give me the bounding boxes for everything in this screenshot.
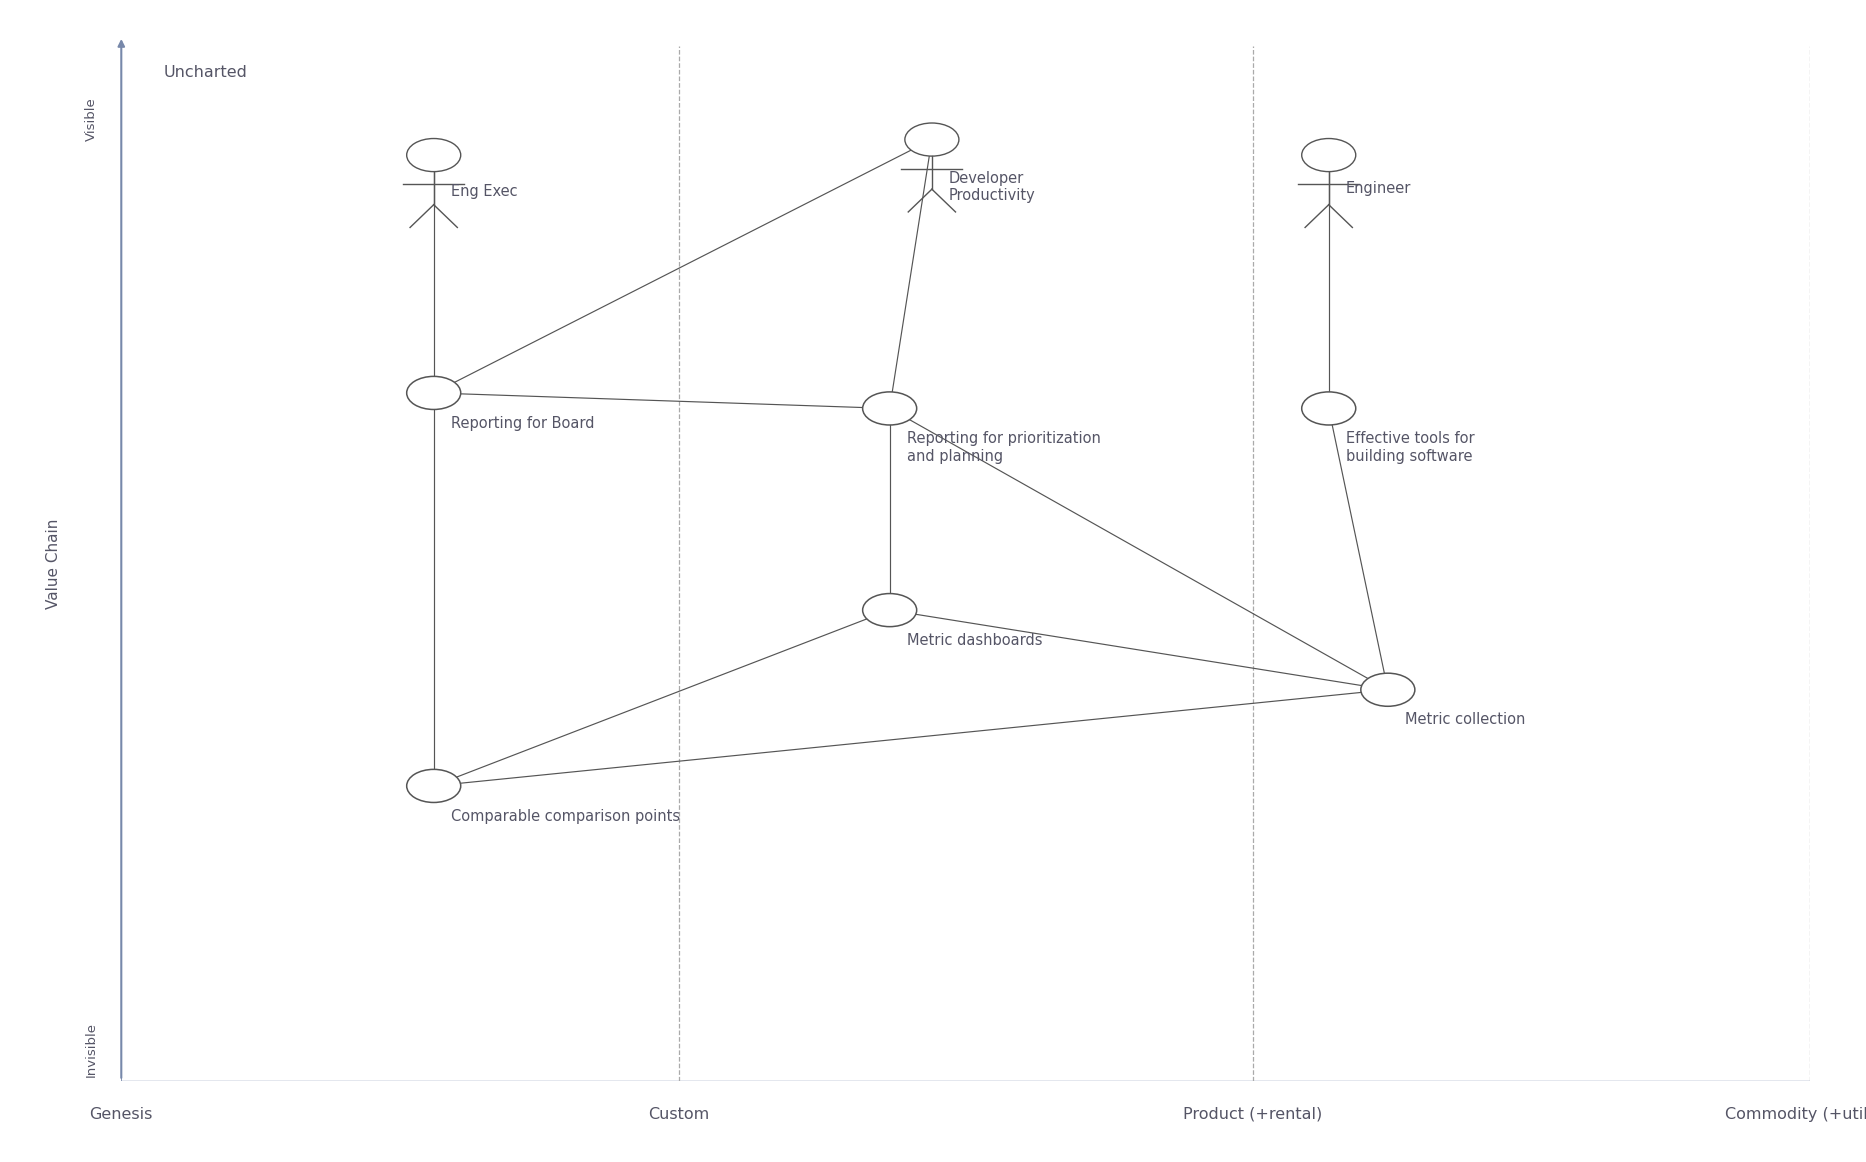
Text: Metric dashboards: Metric dashboards	[907, 633, 1041, 648]
Circle shape	[862, 392, 916, 425]
Text: Value Chain: Value Chain	[47, 518, 62, 609]
Text: Reporting for prioritization
and planning: Reporting for prioritization and plannin…	[907, 431, 1101, 464]
Circle shape	[407, 138, 461, 172]
Text: Eng Exec: Eng Exec	[450, 184, 517, 199]
Circle shape	[1302, 392, 1357, 425]
Text: Comparable comparison points: Comparable comparison points	[450, 809, 679, 824]
Text: Developer
Productivity: Developer Productivity	[948, 171, 1036, 203]
Text: Reporting for Board: Reporting for Board	[450, 416, 593, 431]
Circle shape	[1360, 673, 1414, 706]
Text: Uncharted: Uncharted	[164, 65, 248, 80]
Text: Effective tools for
building software: Effective tools for building software	[1345, 431, 1474, 464]
Circle shape	[407, 376, 461, 409]
Text: Metric collection: Metric collection	[1405, 712, 1525, 727]
Text: Commodity (+utility): Commodity (+utility)	[1726, 1106, 1866, 1121]
Circle shape	[905, 123, 959, 156]
Circle shape	[862, 594, 916, 626]
Text: Engineer: Engineer	[1345, 181, 1411, 196]
Text: Custom: Custom	[648, 1106, 709, 1121]
Circle shape	[1302, 138, 1357, 172]
Text: Visible: Visible	[84, 96, 97, 141]
Text: Product (+rental): Product (+rental)	[1183, 1106, 1323, 1121]
Text: Invisible: Invisible	[84, 1023, 97, 1077]
Text: Genesis: Genesis	[90, 1106, 153, 1121]
Circle shape	[407, 769, 461, 803]
